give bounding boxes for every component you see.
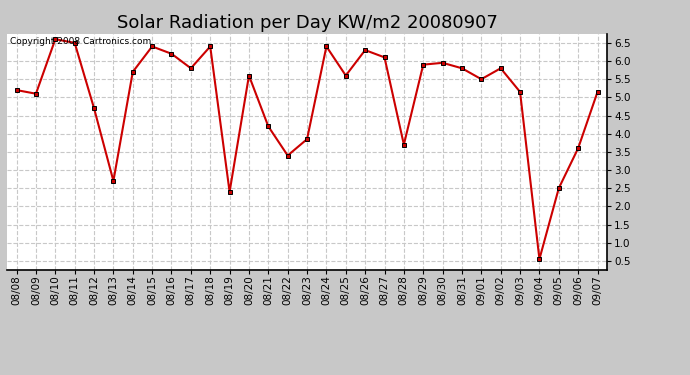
Text: Copyright 2008 Cartronics.com: Copyright 2008 Cartronics.com bbox=[10, 37, 151, 46]
Title: Solar Radiation per Day KW/m2 20080907: Solar Radiation per Day KW/m2 20080907 bbox=[117, 14, 497, 32]
